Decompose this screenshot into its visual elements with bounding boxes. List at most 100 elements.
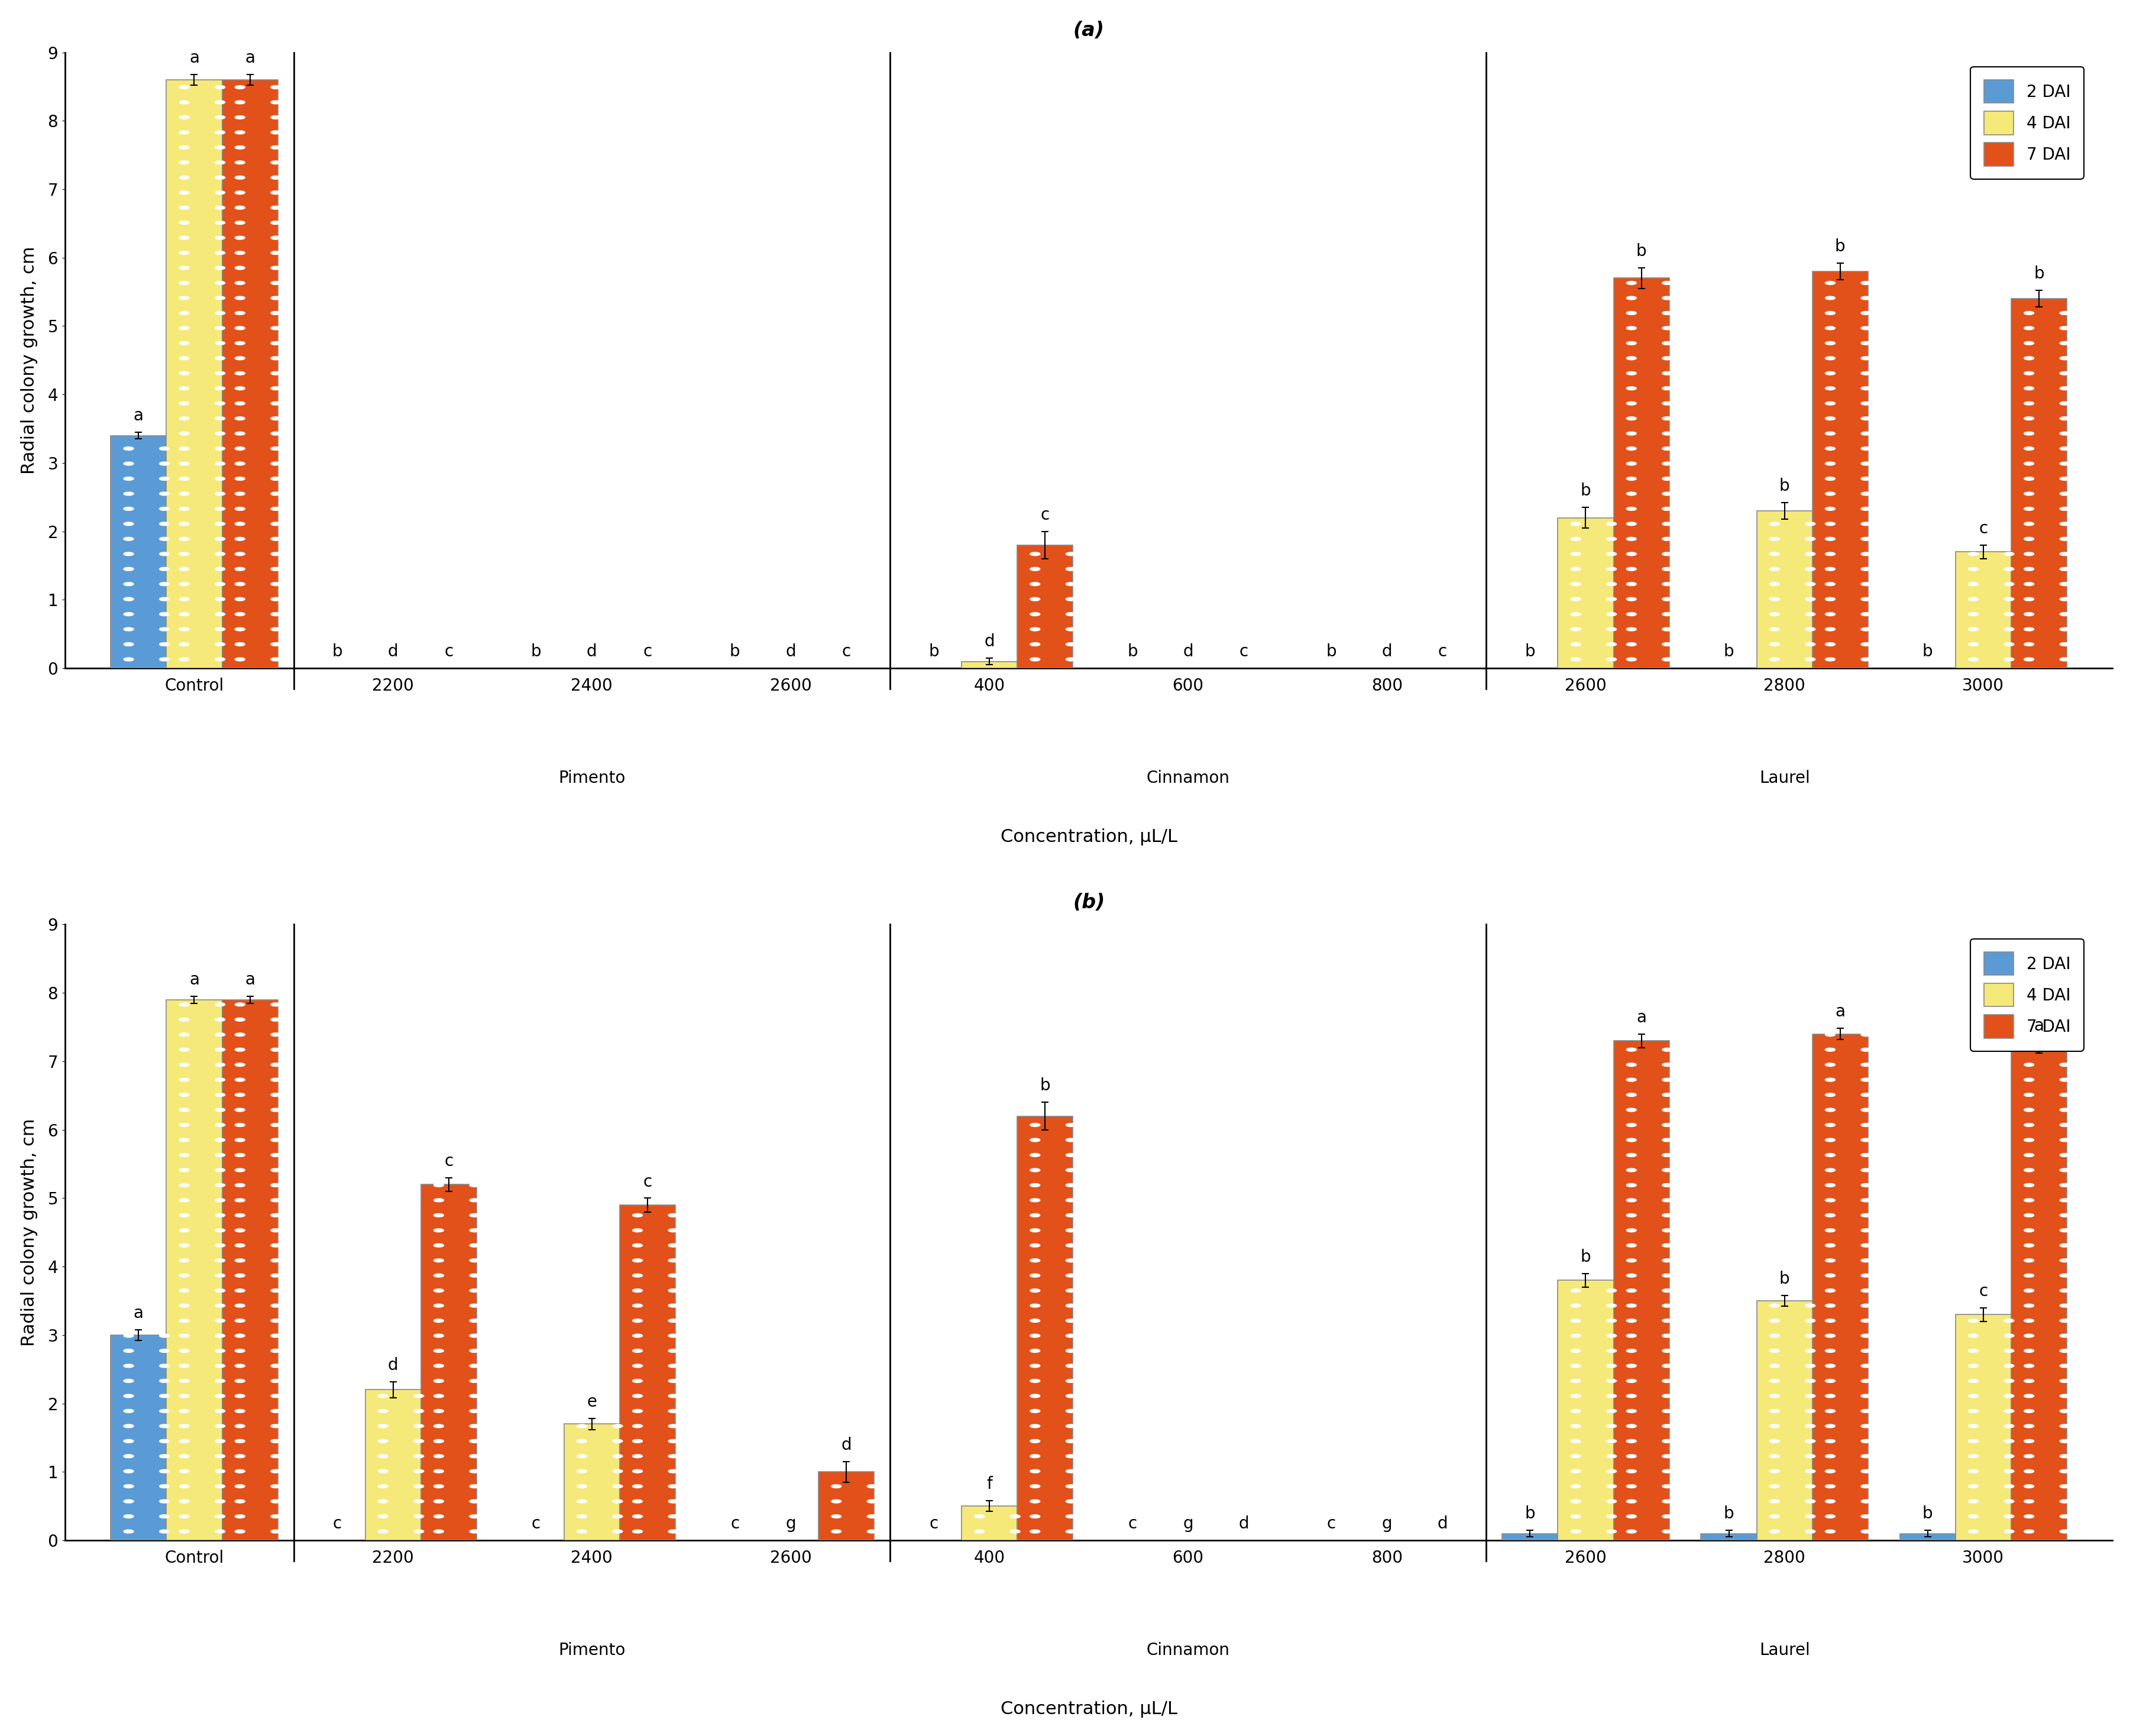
Circle shape [160, 597, 169, 601]
Circle shape [179, 161, 190, 165]
Circle shape [1030, 1229, 1041, 1233]
Circle shape [1627, 1153, 1636, 1156]
Circle shape [2005, 1394, 2014, 1397]
Circle shape [1969, 658, 1977, 661]
Circle shape [1627, 627, 1636, 630]
Circle shape [1662, 1078, 1672, 1082]
Circle shape [215, 1259, 226, 1262]
Circle shape [2005, 1529, 2014, 1533]
Circle shape [1606, 1394, 1617, 1397]
Circle shape [1570, 627, 1581, 630]
Circle shape [1805, 523, 1815, 526]
Circle shape [1662, 613, 1672, 616]
Circle shape [2005, 1455, 2014, 1458]
Circle shape [1627, 1410, 1636, 1413]
Circle shape [1570, 1410, 1581, 1413]
Circle shape [1770, 1424, 1779, 1427]
Circle shape [215, 1469, 226, 1472]
Circle shape [469, 1394, 480, 1397]
Circle shape [378, 1516, 388, 1517]
Circle shape [1662, 1455, 1672, 1458]
Bar [1613, 1042, 1670, 1540]
Circle shape [378, 1424, 388, 1427]
Circle shape [2024, 627, 2035, 630]
Circle shape [433, 1184, 444, 1187]
Circle shape [1805, 1394, 1815, 1397]
Circle shape [179, 552, 190, 556]
Circle shape [160, 523, 169, 526]
Bar [1557, 517, 1613, 668]
Circle shape [1066, 1439, 1075, 1443]
Circle shape [271, 342, 282, 345]
Circle shape [235, 1469, 245, 1472]
Circle shape [1826, 523, 1834, 526]
Circle shape [215, 446, 226, 450]
Circle shape [215, 101, 226, 104]
Circle shape [668, 1439, 678, 1443]
Circle shape [1826, 507, 1834, 510]
Circle shape [1066, 1168, 1075, 1172]
Circle shape [2005, 613, 2014, 616]
Circle shape [2060, 613, 2069, 616]
Circle shape [271, 1378, 282, 1382]
Circle shape [160, 1500, 169, 1503]
Circle shape [124, 552, 134, 556]
Circle shape [1606, 568, 1617, 571]
Circle shape [235, 477, 245, 481]
Circle shape [1826, 1123, 1834, 1127]
Circle shape [160, 1469, 169, 1472]
Circle shape [634, 1349, 642, 1352]
Text: c: c [642, 1174, 653, 1189]
Circle shape [1606, 1319, 1617, 1323]
Circle shape [433, 1304, 444, 1307]
Circle shape [1606, 1439, 1617, 1443]
Bar [222, 80, 277, 668]
Circle shape [1662, 491, 1672, 495]
Circle shape [179, 658, 190, 661]
Circle shape [1662, 523, 1672, 526]
Circle shape [1627, 297, 1636, 300]
Circle shape [160, 642, 169, 646]
Circle shape [1066, 1424, 1075, 1427]
Circle shape [634, 1319, 642, 1323]
Circle shape [1627, 387, 1636, 391]
Circle shape [832, 1529, 840, 1533]
Circle shape [2024, 507, 2035, 510]
Circle shape [469, 1243, 480, 1246]
Circle shape [1066, 1213, 1075, 1217]
Text: a: a [134, 1305, 143, 1321]
Circle shape [1030, 1364, 1041, 1368]
Circle shape [634, 1288, 642, 1292]
Circle shape [1627, 1333, 1636, 1337]
Circle shape [1826, 477, 1834, 481]
Circle shape [179, 1078, 190, 1082]
Circle shape [215, 1378, 226, 1382]
Circle shape [1826, 582, 1834, 585]
Circle shape [469, 1304, 480, 1307]
Circle shape [576, 1439, 587, 1443]
Circle shape [1860, 1184, 1871, 1187]
Circle shape [215, 1243, 226, 1246]
Circle shape [160, 1410, 169, 1413]
Circle shape [2060, 1243, 2069, 1246]
Text: Cinnamon: Cinnamon [1145, 769, 1231, 786]
Circle shape [1662, 1049, 1672, 1052]
Circle shape [1627, 1094, 1636, 1097]
Circle shape [1662, 1333, 1672, 1337]
Text: d: d [983, 634, 994, 649]
Circle shape [1606, 582, 1617, 585]
Circle shape [2005, 627, 2014, 630]
Circle shape [215, 658, 226, 661]
Circle shape [1627, 523, 1636, 526]
Circle shape [271, 356, 282, 359]
Circle shape [179, 372, 190, 375]
Circle shape [469, 1184, 480, 1187]
Circle shape [2024, 1229, 2035, 1233]
Circle shape [1627, 1213, 1636, 1217]
Circle shape [1860, 311, 1871, 314]
Circle shape [2024, 417, 2035, 420]
Circle shape [668, 1319, 678, 1323]
Circle shape [469, 1469, 480, 1472]
Circle shape [271, 1049, 282, 1052]
Circle shape [1627, 613, 1636, 616]
